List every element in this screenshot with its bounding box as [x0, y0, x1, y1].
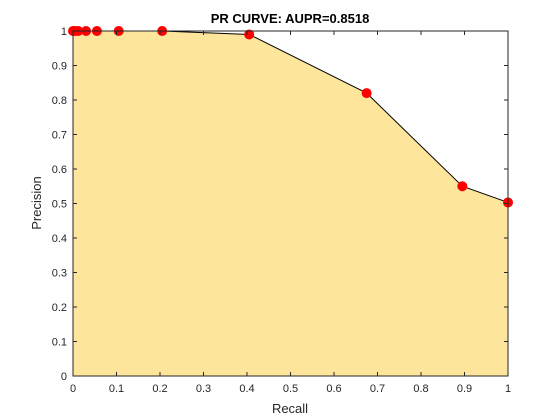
- data-point: [361, 88, 372, 99]
- y-tick-label: 0.9: [52, 61, 67, 73]
- x-axis: 0 0.1 0.2 0.3 0.4 0.5 0.6 0.7 0.8 0.9 1: [70, 31, 511, 395]
- y-tick-label: 0.2: [52, 302, 67, 314]
- y-tick-label: 0.5: [52, 199, 67, 211]
- y-tick-label: 0.1: [52, 337, 67, 349]
- x-tick-label: 0.1: [109, 383, 124, 395]
- y-tick-label: 0.3: [52, 268, 67, 280]
- y-axis-label: Precision: [29, 176, 44, 229]
- x-axis-label: Recall: [272, 401, 308, 416]
- data-point: [457, 181, 468, 192]
- y-tick-label: 0.6: [52, 164, 67, 176]
- y-tick-label: 0.8: [52, 95, 67, 107]
- x-tick-label: 0.8: [413, 383, 428, 395]
- x-tick-label: 0.9: [457, 383, 472, 395]
- area-fill: [73, 31, 508, 376]
- x-tick-label: 1: [505, 383, 511, 395]
- y-tick-label: 0: [61, 371, 67, 383]
- x-tick-label: 0.4: [239, 383, 254, 395]
- y-axis: 0 0.1 0.2 0.3 0.4 0.5 0.6 0.7 0.8 0.9 1: [52, 26, 508, 383]
- plot-area: [68, 26, 513, 377]
- x-tick-label: 0: [70, 383, 76, 395]
- x-tick-label: 0.7: [370, 383, 385, 395]
- x-tick-label: 0.5: [283, 383, 298, 395]
- x-tick-label: 0.3: [196, 383, 211, 395]
- x-tick-label: 0.6: [326, 383, 341, 395]
- x-tick-label: 0.2: [152, 383, 167, 395]
- y-tick-label: 0.4: [52, 233, 67, 245]
- y-tick-label: 0.7: [52, 130, 67, 142]
- chart-title: PR CURVE: AUPR=0.8518: [211, 11, 370, 26]
- y-tick-label: 1: [61, 26, 67, 38]
